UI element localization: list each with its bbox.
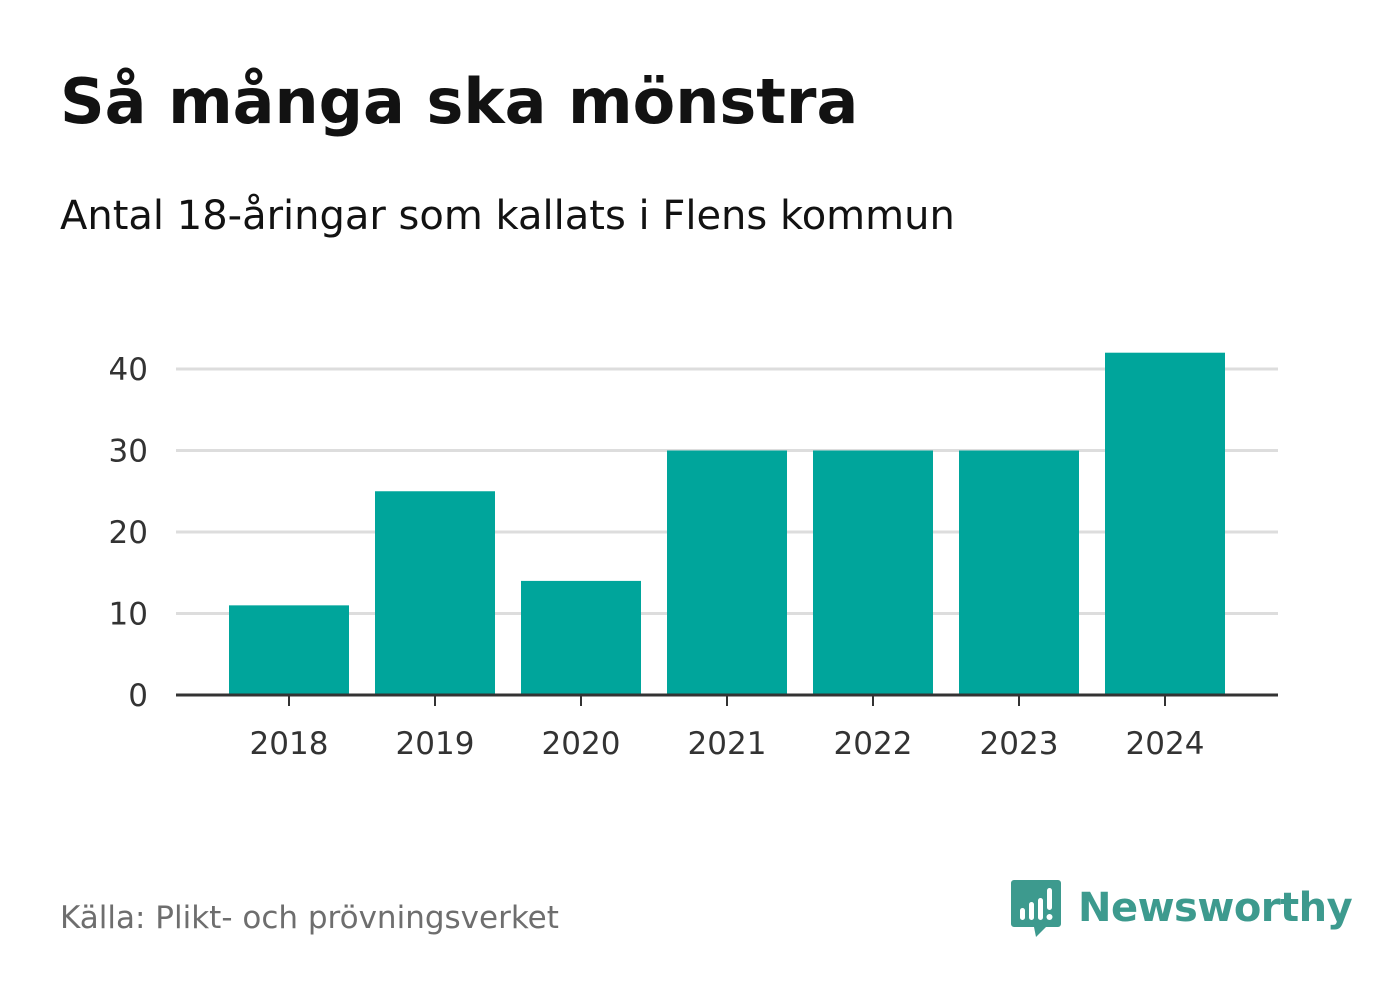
y-tick-label: 40 [109, 352, 148, 388]
brand-logo: Newsworthy [1010, 878, 1353, 938]
x-tick-label: 2024 [1126, 726, 1205, 762]
axes: 0 10 20 30 40 2018 2019 2020 2021 2022 2023 2024 [109, 352, 1278, 762]
chart-title: Så många ska mönstra [60, 65, 859, 138]
bar-2020 [521, 580, 641, 695]
x-tick-label: 2021 [688, 726, 767, 762]
x-tick-label: 2023 [980, 726, 1059, 762]
y-tick-label: 0 [128, 678, 148, 714]
y-tick-label: 10 [109, 597, 148, 633]
x-tick-label: 2022 [834, 726, 913, 762]
chart-bubble-icon [1011, 880, 1061, 937]
x-tick-label: 2019 [396, 726, 475, 762]
brand-name: Newsworthy [1078, 885, 1353, 931]
bar-2019 [375, 491, 495, 695]
y-tick-label: 20 [109, 515, 148, 551]
bar-2023 [959, 450, 1079, 695]
bar-2022 [813, 450, 933, 695]
bar-2021 [667, 450, 787, 695]
chart-subtitle: Antal 18-åringar som kallats i Flens kom… [60, 193, 955, 239]
bar-2018 [229, 605, 349, 695]
x-tick-label: 2018 [250, 726, 329, 762]
source-note: Källa: Plikt- och prövningsverket [60, 900, 559, 936]
bars [229, 352, 1225, 695]
y-tick-label: 30 [109, 434, 148, 470]
bar-2024 [1105, 352, 1225, 695]
x-tick-label: 2020 [542, 726, 621, 762]
